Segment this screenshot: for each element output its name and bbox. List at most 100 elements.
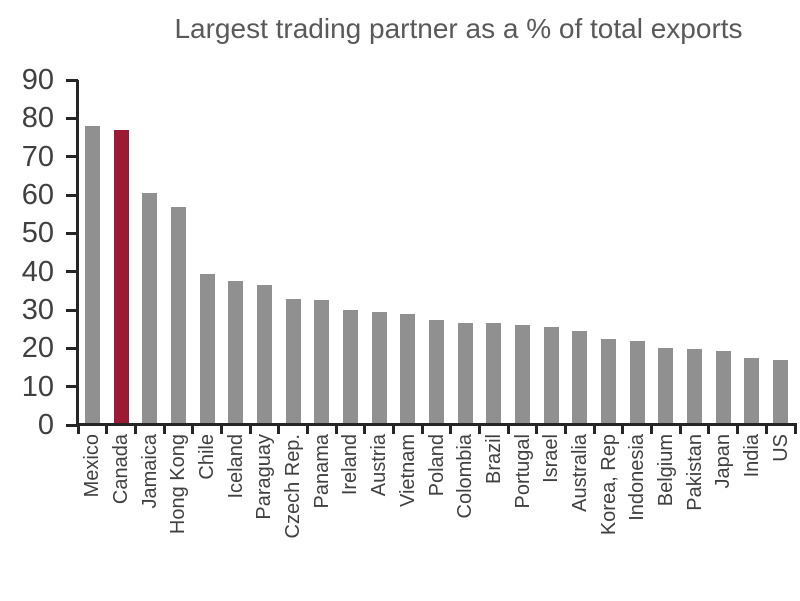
bar-poland xyxy=(429,319,444,425)
x-category-label-hong-kong: Hong Kong xyxy=(167,434,190,535)
bar-czech-rep- xyxy=(285,298,301,425)
x-tick-9 xyxy=(334,425,338,434)
x-tick-14 xyxy=(478,425,482,434)
y-tick-0 xyxy=(66,423,78,427)
x-tick-17 xyxy=(564,425,568,434)
x-tick-2 xyxy=(133,425,137,434)
bar-korea-rep xyxy=(601,338,617,425)
x-category-label-brazil: Brazil xyxy=(482,434,505,485)
bar-brazil xyxy=(486,323,502,425)
x-tick-7 xyxy=(277,425,281,434)
bar-israel xyxy=(543,327,559,425)
y-tick-10 xyxy=(66,385,78,389)
bar-australia xyxy=(572,331,588,425)
x-tick-19 xyxy=(621,425,625,434)
x-tick-25 xyxy=(793,425,797,434)
bar-panama xyxy=(314,300,330,425)
bar-belgium xyxy=(658,348,674,425)
x-category-label-panama: Panama xyxy=(310,434,333,509)
x-category-label-ireland: Ireland xyxy=(339,434,362,496)
bar-hong-kong xyxy=(170,206,186,425)
x-category-label-japan: Japan xyxy=(712,434,735,489)
y-tick-label-80: 80 xyxy=(21,102,54,135)
x-category-label-portugal: Portugal xyxy=(511,434,534,509)
bar-paraguay xyxy=(256,285,272,425)
y-axis-line xyxy=(76,80,79,427)
y-tick-label-70: 70 xyxy=(21,140,54,173)
x-category-label-australia: Australia xyxy=(568,434,591,512)
y-tick-label-50: 50 xyxy=(21,217,54,250)
bar-pakistan xyxy=(687,349,703,425)
x-tick-8 xyxy=(305,425,309,434)
bar-austria xyxy=(371,311,387,425)
x-tick-20 xyxy=(650,425,654,434)
x-tick-6 xyxy=(248,425,252,434)
x-tick-13 xyxy=(449,425,453,434)
x-category-label-korea-rep: Korea, Rep xyxy=(597,434,620,536)
bar-colombia xyxy=(457,323,473,425)
y-tick-90 xyxy=(66,78,78,82)
x-tick-3 xyxy=(162,425,166,434)
x-tick-4 xyxy=(191,425,195,434)
x-tick-22 xyxy=(707,425,711,434)
y-tick-label-20: 20 xyxy=(21,332,54,365)
bar-mexico xyxy=(84,126,100,425)
x-tick-18 xyxy=(592,425,596,434)
x-category-label-jamaica: Jamaica xyxy=(138,434,161,509)
y-tick-label-90: 90 xyxy=(21,64,54,96)
bar-jamaica xyxy=(142,193,158,425)
x-category-label-mexico: Mexico xyxy=(81,434,104,498)
bar-indonesia xyxy=(629,340,645,425)
x-category-label-vietnam: Vietnam xyxy=(396,434,419,508)
x-tick-23 xyxy=(736,425,740,434)
x-category-label-austria: Austria xyxy=(368,434,391,497)
y-tick-80 xyxy=(66,116,78,120)
bar-iceland xyxy=(228,281,244,425)
plot-area xyxy=(78,80,795,425)
x-category-label-iceland: Iceland xyxy=(224,434,247,499)
bar-highlight-canada xyxy=(113,129,129,425)
bar-india xyxy=(744,357,760,425)
x-tick-1 xyxy=(105,425,109,434)
y-tick-60 xyxy=(66,193,78,197)
bar-chile xyxy=(199,273,215,425)
y-tick-label-30: 30 xyxy=(21,294,54,326)
y-tick-50 xyxy=(66,231,78,235)
x-tick-24 xyxy=(764,425,768,434)
x-category-label-canada: Canada xyxy=(110,434,133,505)
y-tick-30 xyxy=(66,308,78,312)
x-tick-11 xyxy=(391,425,395,434)
x-tick-12 xyxy=(420,425,424,434)
x-tick-21 xyxy=(678,425,682,434)
x-category-label-israel: Israel xyxy=(540,434,563,483)
x-tick-10 xyxy=(363,425,367,434)
y-tick-label-40: 40 xyxy=(21,255,54,288)
x-category-label-chile: Chile xyxy=(196,434,219,480)
x-category-label-colombia: Colombia xyxy=(454,434,477,519)
y-tick-label-60: 60 xyxy=(21,179,54,211)
x-category-label-indonesia: Indonesia xyxy=(626,434,649,521)
x-category-label-india: India xyxy=(740,434,763,478)
x-axis-line xyxy=(76,423,797,426)
x-tick-16 xyxy=(535,425,539,434)
x-tick-0 xyxy=(76,425,80,434)
x-category-label-belgium: Belgium xyxy=(654,434,677,507)
x-tick-5 xyxy=(219,425,223,434)
x-category-label-pakistan: Pakistan xyxy=(683,434,706,511)
x-category-label-paraguay: Paraguay xyxy=(253,434,276,520)
y-tick-40 xyxy=(66,270,78,274)
bar-japan xyxy=(715,351,731,425)
bar-portugal xyxy=(515,325,531,425)
x-category-label-us: US xyxy=(769,434,792,462)
y-tick-70 xyxy=(66,155,78,159)
x-category-label-czech-rep-: Czech Rep. xyxy=(282,434,305,539)
chart-title: Largest trading partner as a % of total … xyxy=(174,13,743,44)
bar-us xyxy=(773,359,789,425)
y-tick-20 xyxy=(66,346,78,350)
x-category-label-poland: Poland xyxy=(425,434,448,497)
y-tick-label-10: 10 xyxy=(21,370,54,403)
y-tick-label-0: 0 xyxy=(37,409,54,441)
x-tick-15 xyxy=(506,425,510,434)
bar-ireland xyxy=(342,310,358,425)
